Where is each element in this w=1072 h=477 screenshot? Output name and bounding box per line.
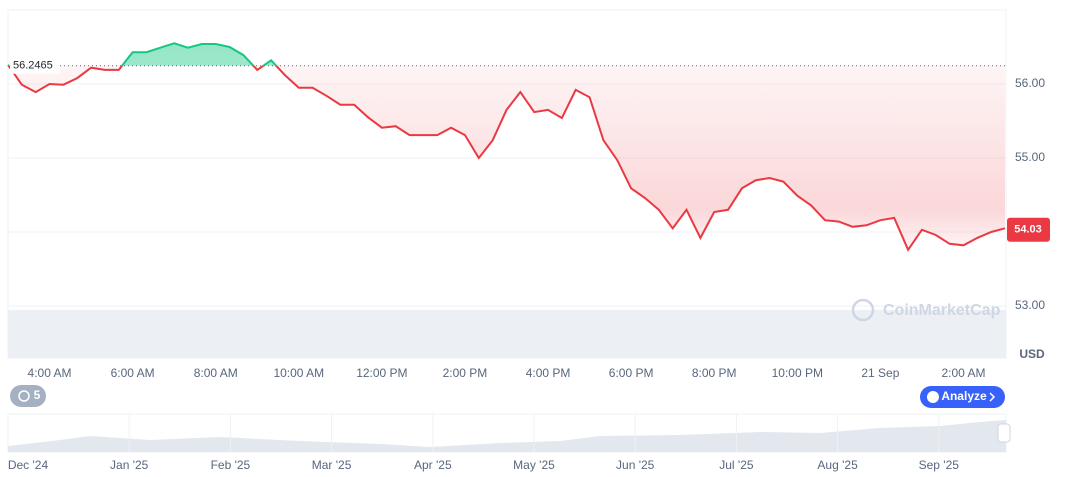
analyze-button-text[interactable]: Analyze <box>941 389 987 403</box>
reference-label-bg <box>10 57 60 74</box>
navigator-label: Aug '25 <box>817 458 858 472</box>
currency-label: USD <box>1019 347 1045 361</box>
analyze-button[interactable]: Analyze <box>920 386 1005 408</box>
navigator-label: Apr '25 <box>414 458 452 472</box>
x-tick-label: 8:00 PM <box>692 366 737 380</box>
volume-band <box>8 310 1006 358</box>
y-tick-label: 55.00 <box>1015 150 1045 164</box>
x-tick-label: 21 Sep <box>861 366 899 380</box>
x-tick-label: 6:00 AM <box>111 366 155 380</box>
navigator-label: May '25 <box>513 458 555 472</box>
area-fill <box>8 43 1005 66</box>
x-tick-label: 8:00 AM <box>194 366 238 380</box>
watermark: CoinMarketCap <box>851 298 1001 322</box>
navigator-label: Sep '25 <box>919 458 960 472</box>
x-tick-label: 4:00 AM <box>28 366 72 380</box>
x-tick-label: 10:00 PM <box>772 366 823 380</box>
current-price-label: 54.03 <box>1014 224 1042 236</box>
navigator-label: Dec '24 <box>8 458 49 472</box>
navigator-label: Feb '25 <box>211 458 251 472</box>
current-price-tag <box>1007 217 1050 242</box>
watermark-text: CoinMarketCap <box>883 302 1001 319</box>
reference-label: 56.2465 <box>13 60 53 72</box>
navigator-label: Mar '25 <box>312 458 352 472</box>
navigator-label: Jun '25 <box>616 458 655 472</box>
price-line <box>7 65 1006 252</box>
x-tick-label: 10:00 AM <box>273 366 324 380</box>
x-tick-label: 2:00 AM <box>941 366 985 380</box>
navigator <box>7 413 1011 453</box>
history-badge[interactable]: 5 <box>10 385 46 407</box>
x-tick-label: 4:00 PM <box>526 366 571 380</box>
y-tick-label: 56.00 <box>1015 76 1045 90</box>
history-badge-text[interactable]: 5 <box>34 388 41 402</box>
area-fill <box>8 65 1005 250</box>
x-tick-label: 6:00 PM <box>609 366 654 380</box>
x-tick-label: 12:00 PM <box>356 366 407 380</box>
navigator-label: Jan '25 <box>110 458 149 472</box>
navigator-label: Jul '25 <box>719 458 754 472</box>
y-tick-label: 53.00 <box>1015 298 1045 312</box>
price-line <box>7 42 278 66</box>
x-tick-label: 2:00 PM <box>443 366 488 380</box>
